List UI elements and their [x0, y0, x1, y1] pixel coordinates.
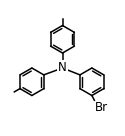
Text: N: N — [58, 61, 67, 74]
Text: Br: Br — [95, 101, 108, 114]
